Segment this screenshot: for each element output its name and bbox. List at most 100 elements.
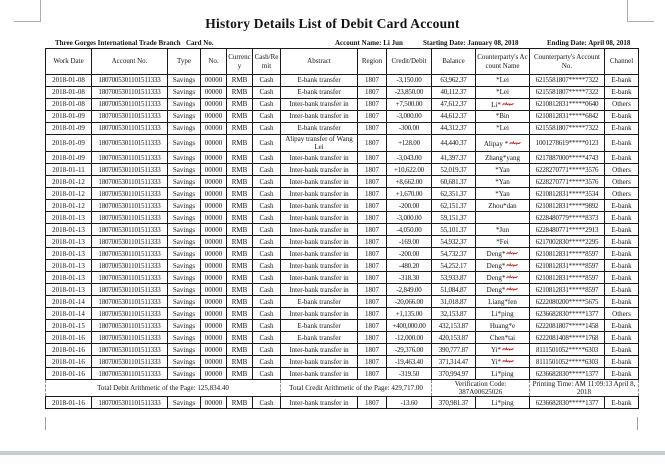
cell-cp-name: Li* [475, 98, 530, 111]
cell-cp-name: Yi* [475, 343, 530, 357]
cell-type: Savings [167, 259, 201, 273]
printing-time: Printing Time: AM 11:09:13 April 8, 2018 [529, 379, 639, 398]
table-row: 2018-01-12 1807005301101511333 Savings 0000… [45, 187, 639, 201]
cell-channel: E-bank [604, 122, 639, 135]
card-no-label: Card No. [186, 39, 214, 47]
cell-abstract: E-bank transfer [280, 74, 358, 87]
cell-cp-account: 6210812831*****3534 [529, 187, 605, 201]
cell-currency: RMB [226, 295, 253, 309]
cell-cp-name: Yi* [475, 355, 530, 369]
cell-abstract: Inter-bank transfer in [280, 367, 358, 381]
cell-region: 1807 [357, 283, 387, 297]
table-row: 2018-01-16 1807005301101511333 Savings 0000… [45, 331, 639, 345]
cell-cp-account: 6222081807*****1458 [529, 319, 605, 333]
cell-region: 1807 [357, 396, 387, 410]
cell-cp-account: 6215581807*****7322 [529, 74, 605, 87]
cell-currency: RMB [226, 343, 253, 357]
cell-cash-remit: Cash [252, 247, 281, 261]
cell-region: 1807 [357, 151, 387, 165]
cell-region: 1807 [357, 307, 387, 321]
cell-abstract: Inter-bank transfer in [280, 98, 358, 111]
cell-abstract: E-bank transfer [280, 319, 358, 333]
cell-abstract: Inter-bank transfer in [280, 187, 358, 201]
cell-type: Savings [167, 223, 201, 237]
cell-cp-name: *Fei [475, 235, 530, 249]
cell-work-date: 2018-01-13 [45, 235, 92, 249]
cell-abstract: E-bank transfer [280, 295, 358, 309]
cell-credit-debit: +8,662.00 [386, 175, 432, 189]
cell-region: 1807 [357, 319, 387, 333]
cell-abstract: Inter-bank transfer in [280, 247, 358, 261]
cell-work-date: 2018-01-08 [45, 74, 92, 87]
cell-abstract: E-bank transfer [280, 86, 358, 99]
cell-channel: E-bank [604, 355, 639, 369]
page-break-band [0, 451, 665, 455]
table-body: 2018-01-08 1807005301101511333 Savings 0000… [45, 74, 639, 381]
cell-no: 00000 [200, 187, 227, 201]
cell-type: Savings [167, 319, 201, 333]
cell-type: Savings [167, 211, 201, 225]
cell-currency: RMB [226, 271, 253, 285]
cell-credit-debit: -200.00 [386, 247, 432, 261]
cell-credit-debit: -3,000.00 [386, 211, 432, 225]
cell-type: Savings [167, 355, 201, 369]
cell-cp-name: Zhang*yang [475, 151, 530, 165]
cell-currency: RMB [226, 133, 253, 153]
cell-type: Savings [167, 151, 201, 165]
cell-balance: 54,932.37 [431, 235, 476, 249]
cell-type: Savings [167, 235, 201, 249]
cell-currency: RMB [226, 319, 253, 333]
table-row: 2018-01-09 1807005301101511333 Savings 0000… [45, 151, 639, 165]
table-row: 2018-01-09 1807005301101511333 Savings 0000… [45, 122, 639, 135]
cell-cp-name: *Yan [475, 175, 530, 189]
table-row: 2018-01-16 1807005301101511333 Savings 0000… [45, 343, 639, 357]
cell-no: 00000 [200, 235, 227, 249]
cell-channel: E-bank [604, 295, 639, 309]
counterparty-name: Liang*fen [488, 297, 517, 306]
cell-cp-account: 6217887000*****4743 [529, 151, 605, 165]
cell-balance: 32,153.87 [431, 307, 476, 321]
cell-credit-debit: +400,000.00 [386, 319, 432, 333]
crop-mark-top-right-icon [627, 0, 654, 22]
cell-cash-remit: Cash [252, 74, 281, 87]
cell-work-date: 2018-01-13 [45, 211, 92, 225]
column-header: Channel [604, 48, 639, 75]
cell-balance: 370,994.97 [431, 367, 476, 381]
cell-currency: RMB [226, 98, 253, 111]
cell-region: 1807 [357, 331, 387, 345]
cell-currency: RMB [226, 163, 253, 177]
cell-cp-account: 6210812831*****0640 [529, 98, 605, 111]
cell-currency: RMB [226, 122, 253, 135]
red-annotation-mark-icon [506, 274, 518, 280]
cell-account-no: 1807005301101511333 [91, 211, 168, 225]
cell-cp-name: Zhou*dan [475, 199, 530, 213]
starting-date: Starting Date: January 08, 2018 [423, 39, 519, 47]
counterparty-name: Deng* [486, 286, 506, 295]
cell-currency: RMB [226, 247, 253, 261]
cell-cash-remit: Cash [252, 259, 281, 273]
cell-channel: E-bank [604, 223, 639, 237]
table-row: 2018-01-09 1807005301101511333 Savings 0000… [45, 110, 639, 123]
cell-cp-name: Huang*e [475, 319, 530, 333]
cell-abstract: Inter-bank transfer in [280, 396, 358, 410]
cell-channel: E-bank [604, 247, 639, 261]
cell-channel: E-bank [604, 211, 639, 225]
column-header: Cash/Remit [252, 48, 281, 75]
cell-type: Savings [167, 396, 201, 410]
transactions-table: Work Date Account No. Type No. Currency Cash/… [45, 48, 639, 410]
cell-region: 1807 [357, 355, 387, 369]
cell-cp-account: 6210812831*****8597 [529, 259, 605, 273]
cell-channel: E-bank [604, 199, 639, 213]
cell-cp-name: Li*ping [475, 307, 530, 321]
cell-abstract: Inter-bank transfer in [280, 283, 358, 297]
cell-cash-remit: Cash [252, 295, 281, 309]
cell-cash-remit: Cash [252, 151, 281, 165]
table-row: 2018-01-13 1807005301101511333 Savings 0000… [45, 271, 639, 285]
cell-channel: E-bank [604, 259, 639, 273]
table-row: 2018-01-12 1807005301101511333 Savings 0000… [45, 199, 639, 213]
cell-region: 1807 [357, 175, 387, 189]
cell-currency: RMB [226, 235, 253, 249]
cell-credit-debit: -4,050.00 [386, 223, 432, 237]
cell-currency: RMB [226, 151, 253, 165]
cell-cp-account: 6210812831*****8597 [529, 283, 605, 297]
